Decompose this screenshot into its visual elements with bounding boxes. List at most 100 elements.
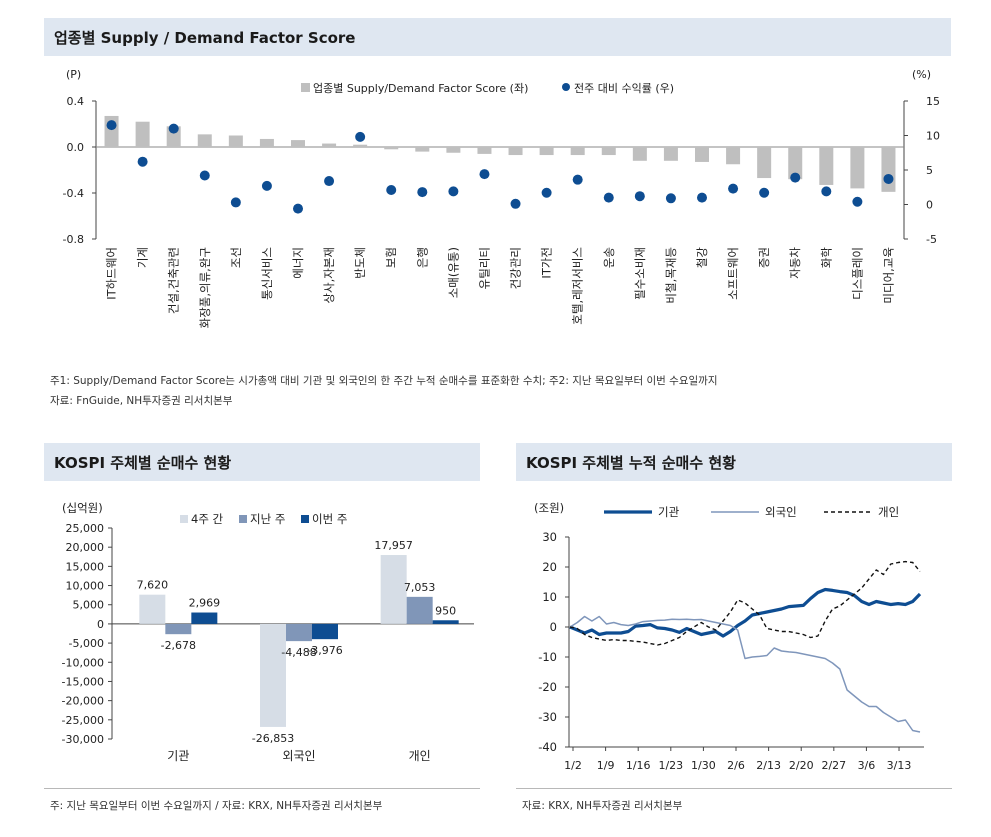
- return-dot: [790, 172, 801, 183]
- category-label: 상사,자본재: [322, 247, 336, 304]
- return-dot: [230, 197, 241, 208]
- score-bar: [788, 147, 803, 180]
- legend-label: 이번 주: [312, 512, 347, 526]
- legend-swatch: [180, 515, 188, 523]
- category-label: 에너지: [291, 247, 305, 279]
- y-tick-label: 10,000: [66, 580, 105, 593]
- x-tick-label: 3/6: [858, 759, 876, 772]
- y-axis-unit: (십억원): [62, 501, 103, 515]
- legend-swatch-return: [562, 83, 570, 91]
- return-dot: [759, 187, 770, 198]
- y-tick-label: -10: [538, 650, 557, 664]
- legend-label-score: 업종별 Supply/Demand Factor Score (좌): [313, 82, 528, 95]
- y-tick-label: -10,000: [62, 656, 104, 669]
- category-label: 운송: [602, 247, 616, 268]
- y-tick-label: 15,000: [66, 560, 105, 573]
- return-dot: [603, 192, 614, 203]
- score-bar: [508, 147, 523, 156]
- legend-label-return: 전주 대비 수익률 (우): [574, 82, 674, 95]
- y-tick-label: 0: [550, 620, 557, 634]
- bar-value-label: 950: [435, 604, 456, 617]
- return-dot: [417, 187, 428, 198]
- y-tick-label: 30: [542, 530, 557, 544]
- category-label: 화장품,의류,완구: [198, 247, 212, 328]
- category-label: 유틸리티: [477, 247, 491, 289]
- kospi-cum-net-buy-chart: (조원) 30 20 10 0 -10 -20 -30 -40 1/2 1/9 1/16 1/23 1/3…: [534, 501, 924, 772]
- return-dot: [541, 187, 552, 198]
- score-bar: [539, 147, 554, 156]
- legend-swatch-score: [301, 83, 310, 92]
- y-tick-label: -5,000: [69, 637, 104, 650]
- return-dot: [728, 183, 739, 194]
- net-buy-bar: [286, 623, 312, 642]
- return-dot: [634, 191, 645, 202]
- top-chart-title: 업종별 Supply / Demand Factor Score: [44, 18, 951, 56]
- y-axis-unit: (조원): [534, 501, 564, 515]
- return-dot: [883, 173, 894, 184]
- bar-value-label: 7,053: [404, 581, 436, 594]
- category-label: IT가전: [540, 247, 554, 279]
- return-dot: [137, 156, 148, 167]
- category-label: 기계: [136, 247, 150, 268]
- return-dot: [665, 193, 676, 204]
- y-tick-label: 25,000: [66, 522, 105, 535]
- category-label: 자동차: [788, 247, 802, 279]
- net-buy-bar: [406, 596, 433, 624]
- x-tick-label: 2/6: [727, 759, 745, 772]
- y-tick-label: 0: [97, 618, 104, 631]
- y-tick-label: -20,000: [62, 695, 104, 708]
- bar-value-label: -3,976: [307, 644, 342, 657]
- right-tick-label: -5: [926, 233, 937, 246]
- right-tick-label: 15: [926, 95, 940, 108]
- score-bar: [322, 143, 337, 147]
- return-dot: [199, 170, 210, 181]
- right-tick-label: 5: [926, 164, 933, 177]
- left-axis-unit: (P): [66, 68, 81, 81]
- score-bar: [570, 147, 585, 156]
- y-tick-label: 20: [542, 560, 557, 574]
- x-tick-label: 1/23: [658, 759, 683, 772]
- category-label: 통신서비스: [260, 247, 274, 300]
- category-label: 건강관리: [509, 247, 523, 289]
- legend-label: 외국인: [765, 505, 797, 519]
- bar-value-label: -2,678: [161, 639, 196, 652]
- legend-label: 지난 주: [250, 512, 285, 526]
- bar-value-label: 7,620: [137, 579, 169, 592]
- right-tick-label: 0: [926, 199, 933, 212]
- bar-value-label: 2,969: [189, 597, 221, 610]
- category-label: 개인: [409, 749, 431, 763]
- net-buy-bar: [191, 612, 218, 624]
- score-bar: [601, 147, 616, 156]
- category-label: 조선: [229, 247, 243, 268]
- category-label: 디스플레이: [850, 247, 864, 300]
- return-dot: [448, 186, 459, 197]
- y-tick-label: -40: [538, 740, 557, 754]
- x-tick-label: 3/13: [887, 759, 912, 772]
- score-bar: [881, 147, 896, 192]
- score-bar: [663, 147, 678, 161]
- y-tick-label: 20,000: [66, 541, 105, 554]
- category-label: 철강: [695, 247, 709, 269]
- return-dot: [479, 169, 490, 180]
- series-line-institution: [569, 587, 922, 638]
- bottom-left-rule: [44, 788, 480, 789]
- y-tick-label: 10: [542, 590, 557, 604]
- score-bar: [415, 147, 430, 152]
- return-dot: [852, 196, 863, 207]
- legend-swatch: [301, 515, 309, 523]
- legend-label: 개인: [878, 505, 899, 519]
- category-label: 미디어,교육: [881, 247, 895, 304]
- return-dot: [697, 192, 707, 203]
- category-label: 건설,건축관련: [167, 247, 181, 314]
- bottom-right-title: KOSPI 주체별 누적 순매수 현황: [516, 443, 952, 481]
- top-note-2: 자료: FnGuide, NH투자증권 리서치본부: [50, 395, 233, 407]
- return-dot: [355, 131, 366, 142]
- left-tick-label: -0.4: [63, 187, 84, 200]
- score-bar: [446, 147, 461, 153]
- category-label: 소프트웨어: [726, 247, 740, 300]
- x-tick-label: 2/13: [756, 759, 781, 772]
- y-tick-label: 5,000: [73, 599, 105, 612]
- x-tick-label: 1/30: [691, 759, 716, 772]
- right-tick-label: 10: [926, 130, 940, 143]
- return-dot: [821, 186, 832, 197]
